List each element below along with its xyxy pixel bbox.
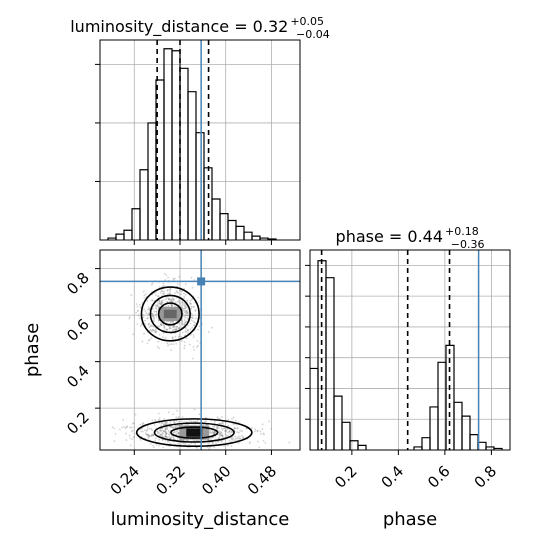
hist-phase-bin-6 (357, 444, 367, 450)
hist-phase-bin-2 (325, 277, 335, 450)
contour-0-1 (149, 294, 191, 334)
scatter-luminosity-distance-phase-panel: 0.24 0.32 0.40 0.48 0.2 0.4 0.6 0.8 luminosity_… (22, 249, 301, 530)
contour-0-0 (157, 302, 183, 326)
scatter-ytick-label-2: 0.6 (63, 315, 93, 345)
scatter-truth-marker (197, 277, 206, 286)
scatter-xtick-label-2: 0.40 (198, 462, 234, 498)
hist-phase-panel: 0.2 0.4 0.6 0.8 phase = 0.44 +0.18 −0.36 phas… (305, 225, 511, 530)
contour-0-2 (140, 286, 200, 342)
density-1-inner (186, 428, 203, 437)
scatter-ytick-label-3: 0.8 (63, 269, 93, 299)
hist-luminosity-distance-title: luminosity_distance = 0.32 +0.05 −0.04 (70, 15, 330, 41)
hist-phase-xtick-label-3: 0.8 (471, 462, 501, 492)
x-axis-label-luminosity-distance: luminosity_distance (111, 509, 290, 530)
y-axis-label-phase: phase (22, 323, 43, 377)
hist-phase-title: phase = 0.44 +0.18 −0.36 (336, 225, 485, 251)
contour-1-2 (135, 418, 253, 448)
contour-1-1 (153, 422, 235, 443)
scatter-xtick-label-1: 0.32 (152, 462, 188, 498)
hist-phase-xtick-label-1: 0.4 (378, 462, 408, 492)
scatter-ytick-label-1: 0.4 (63, 362, 93, 392)
scatter-xtick-label-0: 0.24 (107, 462, 143, 498)
hist-phase-bin-23 (493, 447, 503, 450)
hist-phase-bin-17 (445, 344, 455, 450)
density-0-inner (163, 309, 177, 319)
scatter-ytick-label-0: 0.2 (63, 408, 93, 438)
hist-phase-bin-19 (461, 415, 471, 450)
hist-luminosity-distance-panel: luminosity_distance = 0.32 +0.05 −0.04 (70, 15, 330, 245)
hist-phase-xtick-label-2: 0.6 (424, 462, 454, 492)
hist-phase-bin-4 (341, 421, 351, 450)
scatter-xtick-label-3: 0.48 (244, 462, 280, 498)
contour-1-0 (170, 426, 219, 439)
x-axis-label-phase: phase (383, 509, 437, 530)
hist-phase-xtick-label-0: 0.2 (331, 462, 361, 492)
